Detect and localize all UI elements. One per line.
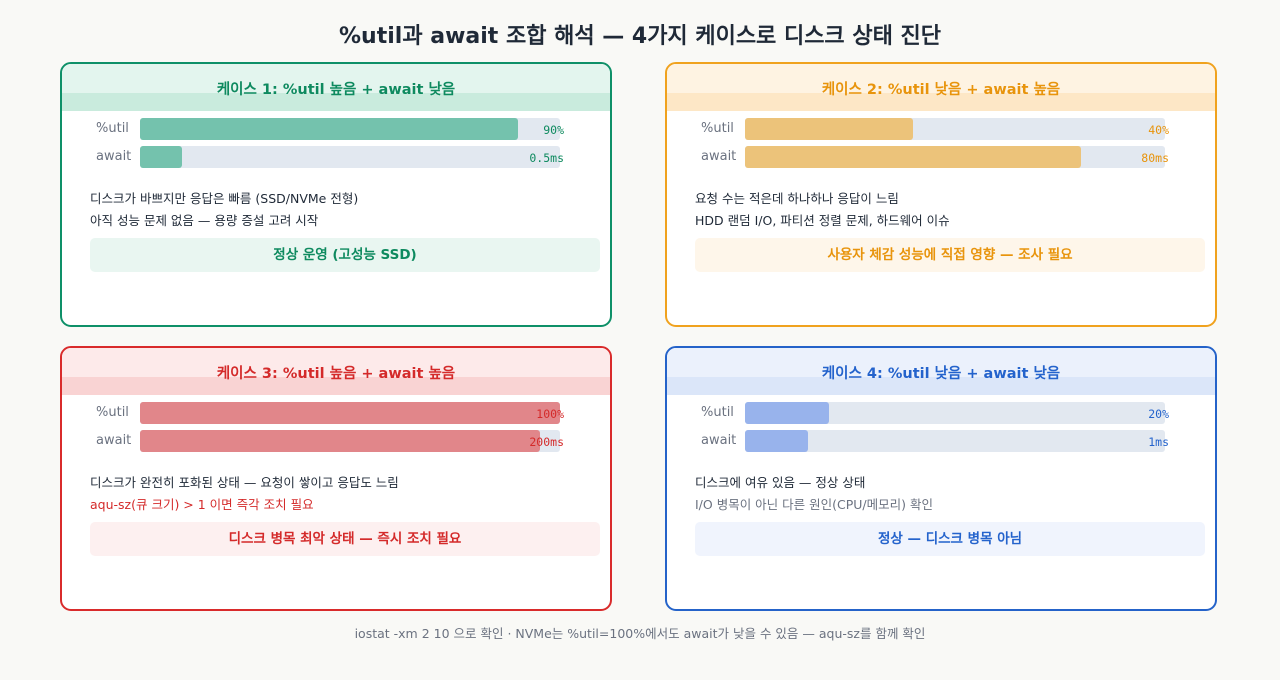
case-verdict: 정상 운영 (고성능 SSD) — [90, 238, 600, 272]
metric-value: 80ms — [1141, 151, 1169, 165]
metric-value: 100% — [536, 407, 564, 421]
metric-bar-fill — [140, 430, 540, 452]
metric-row-util: %util 40% — [667, 118, 1215, 140]
metric-value: 0.5ms — [529, 151, 564, 165]
card-title: 케이스 1: %util 높음 + await 낮음 — [216, 82, 456, 98]
case-description-line: 아직 성능 문제 없음 — 용량 증설 고려 시작 — [90, 213, 319, 228]
metric-label: await — [701, 149, 737, 164]
case-verdict: 사용자 체감 성능에 직접 영향 — 조사 필요 — [695, 238, 1205, 272]
case-description-line: 디스크가 바쁘지만 응답은 빠름 (SSD/NVMe 전형) — [90, 191, 359, 206]
metric-label: %util — [701, 405, 734, 420]
card-header-band — [667, 377, 1215, 395]
card-header-band — [62, 377, 610, 395]
case-description-line: HDD 랜덤 I/O, 파티션 정렬 문제, 하드웨어 이슈 — [695, 213, 950, 228]
metric-value: 1ms — [1148, 435, 1169, 449]
page-title: %util과 await 조합 해석 — 4가지 케이스로 디스크 상태 진단 — [339, 24, 941, 49]
metric-bar-track — [745, 402, 1165, 424]
metric-bar-fill — [140, 146, 182, 168]
metric-bar-fill — [745, 118, 913, 140]
case-card-3: 케이스 3: %util 높음 + await 높음 %util 100% await… — [60, 346, 612, 611]
case-card-4: 케이스 4: %util 낮음 + await 낮음 %util 20% await 1… — [665, 346, 1217, 611]
metric-bar-track — [745, 118, 1165, 140]
metric-bar-track — [745, 146, 1165, 168]
case-verdict: 디스크 병목 최악 상태 — 즉시 조치 필요 — [90, 522, 600, 556]
metric-value: 90% — [543, 123, 564, 137]
metric-bar-track — [745, 430, 1165, 452]
metric-value: 20% — [1148, 407, 1169, 421]
metric-label: await — [701, 433, 737, 448]
metric-row-await: await 80ms — [667, 146, 1215, 168]
card-title: 케이스 2: %util 낮음 + await 높음 — [821, 82, 1061, 98]
metric-label: %util — [96, 121, 129, 136]
metric-value: 200ms — [529, 435, 564, 449]
card-header: 케이스 4: %util 낮음 + await 낮음 — [667, 348, 1215, 395]
metric-bar-fill — [140, 118, 518, 140]
metric-row-await: await 200ms — [62, 430, 610, 452]
card-header: 케이스 1: %util 높음 + await 낮음 — [62, 64, 610, 111]
case-description-line: aqu-sz(큐 크기) > 1 이면 즉각 조치 필요 — [90, 497, 314, 512]
card-header-band — [667, 93, 1215, 111]
metric-value: 40% — [1148, 123, 1169, 137]
metric-label: await — [96, 149, 132, 164]
case-card-2: 케이스 2: %util 낮음 + await 높음 %util 40% await 8… — [665, 62, 1217, 327]
case-description-line: I/O 병목이 아닌 다른 원인(CPU/메모리) 확인 — [695, 497, 933, 512]
case-description-line: 디스크가 완전히 포화된 상태 — 요청이 쌓이고 응답도 느림 — [90, 475, 399, 490]
case-description-line: 디스크에 여유 있음 — 정상 상태 — [695, 475, 866, 490]
case-description-line: 요청 수는 적은데 하나하나 응답이 느림 — [695, 191, 899, 206]
case-verdict: 정상 — 디스크 병목 아님 — [695, 522, 1205, 556]
metric-label: await — [96, 433, 132, 448]
metric-row-util: %util 100% — [62, 402, 610, 424]
metric-row-await: await 0.5ms — [62, 146, 610, 168]
metric-bar-fill — [745, 430, 808, 452]
metric-bar-fill — [745, 402, 829, 424]
metric-bar-track — [140, 430, 560, 452]
metric-bar-track — [140, 118, 560, 140]
metric-label: %util — [701, 121, 734, 136]
card-header: 케이스 3: %util 높음 + await 높음 — [62, 348, 610, 395]
card-header: 케이스 2: %util 낮음 + await 높음 — [667, 64, 1215, 111]
case-card-1: 케이스 1: %util 높음 + await 낮음 %util 90% await 0… — [60, 62, 612, 327]
metric-label: %util — [96, 405, 129, 420]
footer-note: iostat -xm 2 10 으로 확인 · NVMe는 %util=100%… — [354, 626, 926, 641]
card-title: 케이스 4: %util 낮음 + await 낮음 — [821, 366, 1061, 382]
metric-row-await: await 1ms — [667, 430, 1215, 452]
metric-row-util: %util 20% — [667, 402, 1215, 424]
metric-bar-fill — [745, 146, 1081, 168]
metric-bar-track — [140, 146, 560, 168]
metric-bar-fill — [140, 402, 560, 424]
card-title: 케이스 3: %util 높음 + await 높음 — [216, 366, 456, 382]
card-header-band — [62, 93, 610, 111]
metric-row-util: %util 90% — [62, 118, 610, 140]
metric-bar-track — [140, 402, 560, 424]
